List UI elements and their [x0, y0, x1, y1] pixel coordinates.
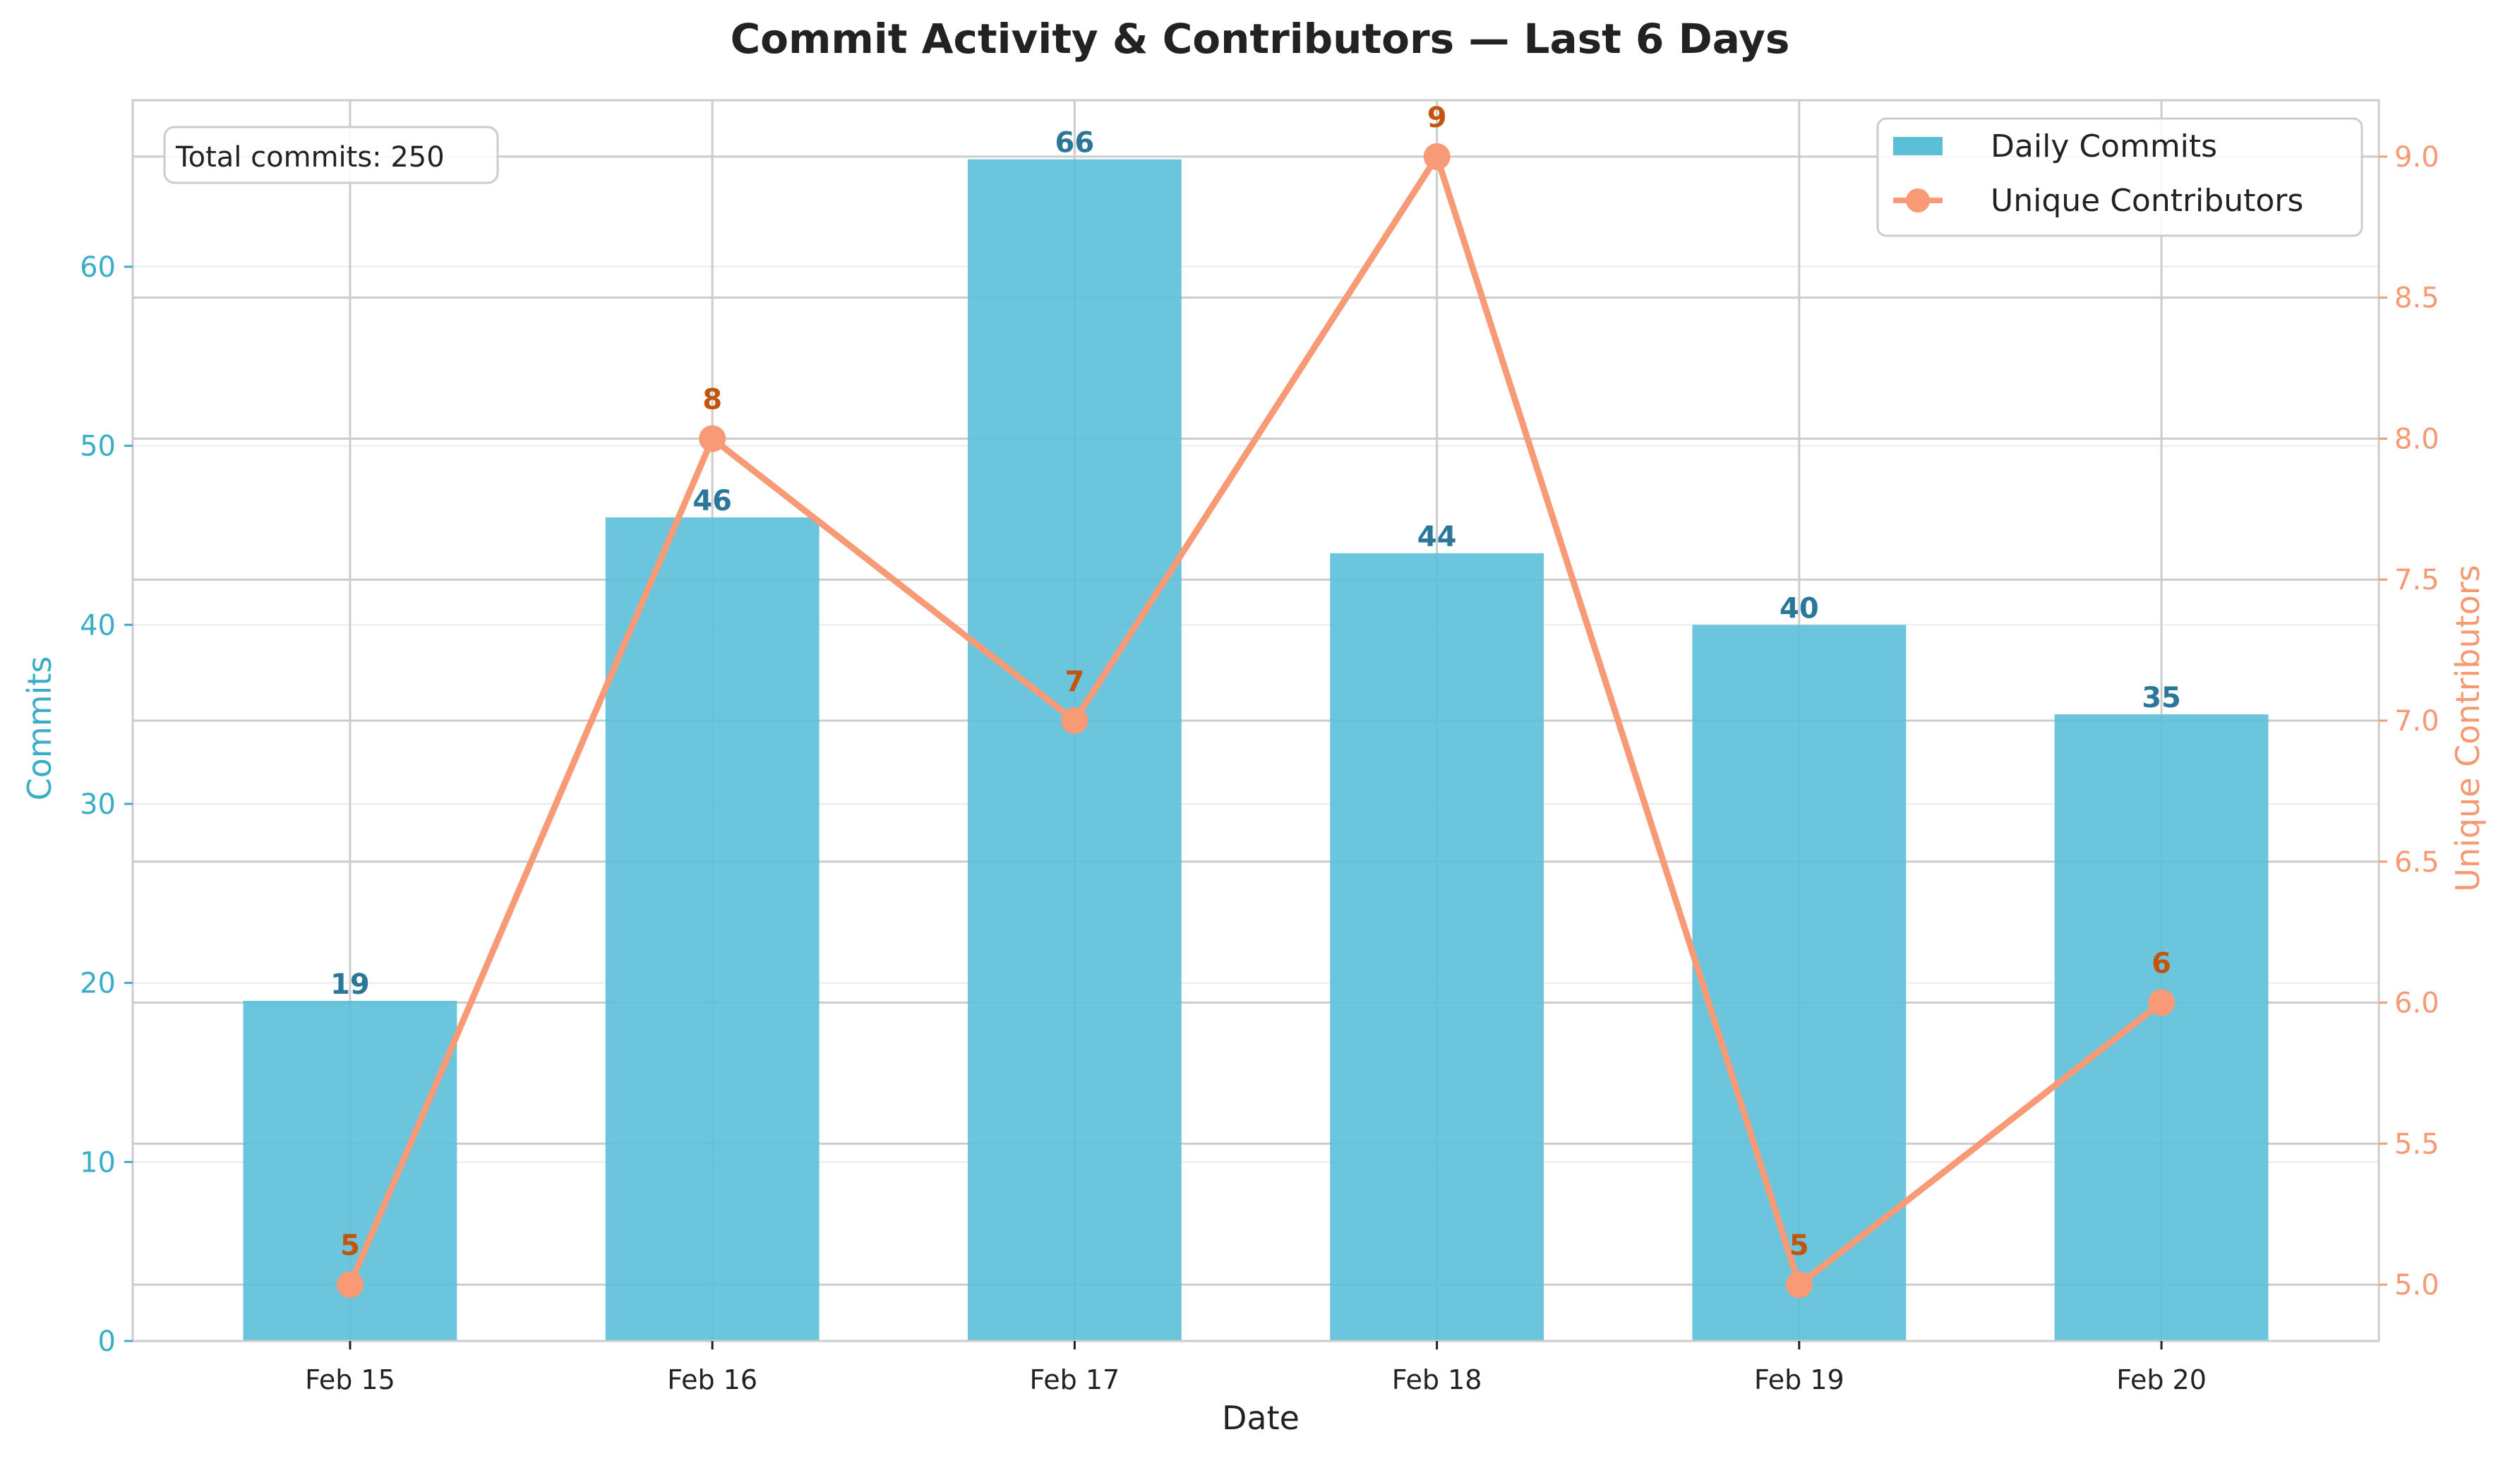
- data-labels: 19 46 66 44 40 35 5 8 7 9 5 6: [330, 102, 2181, 1262]
- legend-swatch-daily-commits: [1893, 137, 1943, 155]
- line-series: [336, 143, 2176, 1299]
- left-tick-label: 10: [80, 1146, 116, 1179]
- left-tick-label: 50: [80, 431, 116, 463]
- right-tick-label: 5.0: [2394, 1269, 2440, 1301]
- contributors-value-label: 7: [1064, 666, 1084, 698]
- x-tick-label: Feb 18: [1392, 1364, 1482, 1395]
- right-axis-label: Unique Contributors: [2449, 565, 2487, 891]
- contributors-value-label: 5: [340, 1229, 360, 1262]
- contributors-value-label: 5: [1789, 1229, 1809, 1262]
- bar-value-label: 40: [1780, 592, 1819, 625]
- contributors-point: [2148, 989, 2176, 1016]
- legend-marker-unique-contributors: [1906, 188, 1930, 212]
- left-axis-label: Commits: [20, 656, 59, 801]
- contributors-value-label: 8: [702, 383, 722, 416]
- axes: 0 10 20 30 40 50 60 5.0 5.5 6.0 6.5 7.0 7.5 8.0 8.5 9.0…: [80, 99, 2440, 1395]
- contributors-value-label: 9: [1427, 102, 1447, 134]
- legend-label-daily-commits: Daily Commits: [1991, 128, 2217, 164]
- total-commits-annotation: Total commits: 250: [163, 126, 499, 184]
- bar-value-label: 46: [692, 485, 732, 517]
- right-tick-label: 7.0: [2394, 705, 2440, 738]
- right-tick-label: 7.5: [2394, 564, 2440, 596]
- contributors-value-label: 6: [2152, 948, 2171, 980]
- annotation-box: [163, 126, 499, 184]
- legend-label-unique-contributors: Unique Contributors: [1991, 183, 2303, 219]
- right-tick-label: 9.0: [2394, 141, 2440, 174]
- bar-feb-18: [1330, 553, 1544, 1341]
- x-tick-label: Feb 20: [2116, 1364, 2207, 1395]
- bar-value-label: 19: [330, 968, 370, 1001]
- x-axis-label: Date: [1222, 1399, 1300, 1437]
- left-tick-label: 0: [98, 1325, 116, 1358]
- contributors-point: [1061, 707, 1088, 734]
- bar-series: [243, 159, 2269, 1342]
- bar-value-label: 35: [2142, 682, 2181, 714]
- right-tick-label: 6.5: [2394, 846, 2440, 879]
- left-tick-label: 30: [80, 788, 116, 821]
- contributors-line: [347, 153, 2165, 1288]
- chart-title: Commit Activity & Contributors — Last 6 …: [731, 15, 1790, 63]
- right-tick-label: 6.0: [2394, 987, 2440, 1020]
- right-tick-label: 5.5: [2394, 1128, 2440, 1160]
- left-tick-label: 60: [80, 251, 116, 284]
- bar-feb-19: [1692, 625, 1907, 1341]
- legend: Daily Commits Unique Contributors: [1876, 117, 2363, 237]
- left-tick-label: 40: [80, 609, 116, 642]
- annotation-text: Total commits: 250: [175, 141, 445, 174]
- right-tick-label: 8.5: [2394, 282, 2440, 315]
- right-tick-label: 8.0: [2394, 423, 2440, 455]
- legend-box: [1876, 117, 2363, 237]
- contributors-point: [1423, 143, 1451, 170]
- contributors-point: [699, 425, 726, 452]
- bar-feb-16: [605, 517, 820, 1341]
- contributors-point: [1785, 1271, 1813, 1299]
- contributors-point: [336, 1271, 364, 1299]
- bar-feb-17: [967, 159, 1182, 1342]
- x-tick-label: Feb 17: [1030, 1364, 1120, 1395]
- left-tick-label: 20: [80, 968, 116, 1000]
- bar-value-label: 66: [1055, 127, 1095, 160]
- x-tick-label: Feb 15: [305, 1364, 395, 1395]
- x-tick-label: Feb 19: [1754, 1364, 1844, 1395]
- x-tick-label: Feb 16: [667, 1364, 757, 1395]
- bar-feb-20: [2054, 714, 2269, 1341]
- bar-value-label: 44: [1417, 521, 1457, 553]
